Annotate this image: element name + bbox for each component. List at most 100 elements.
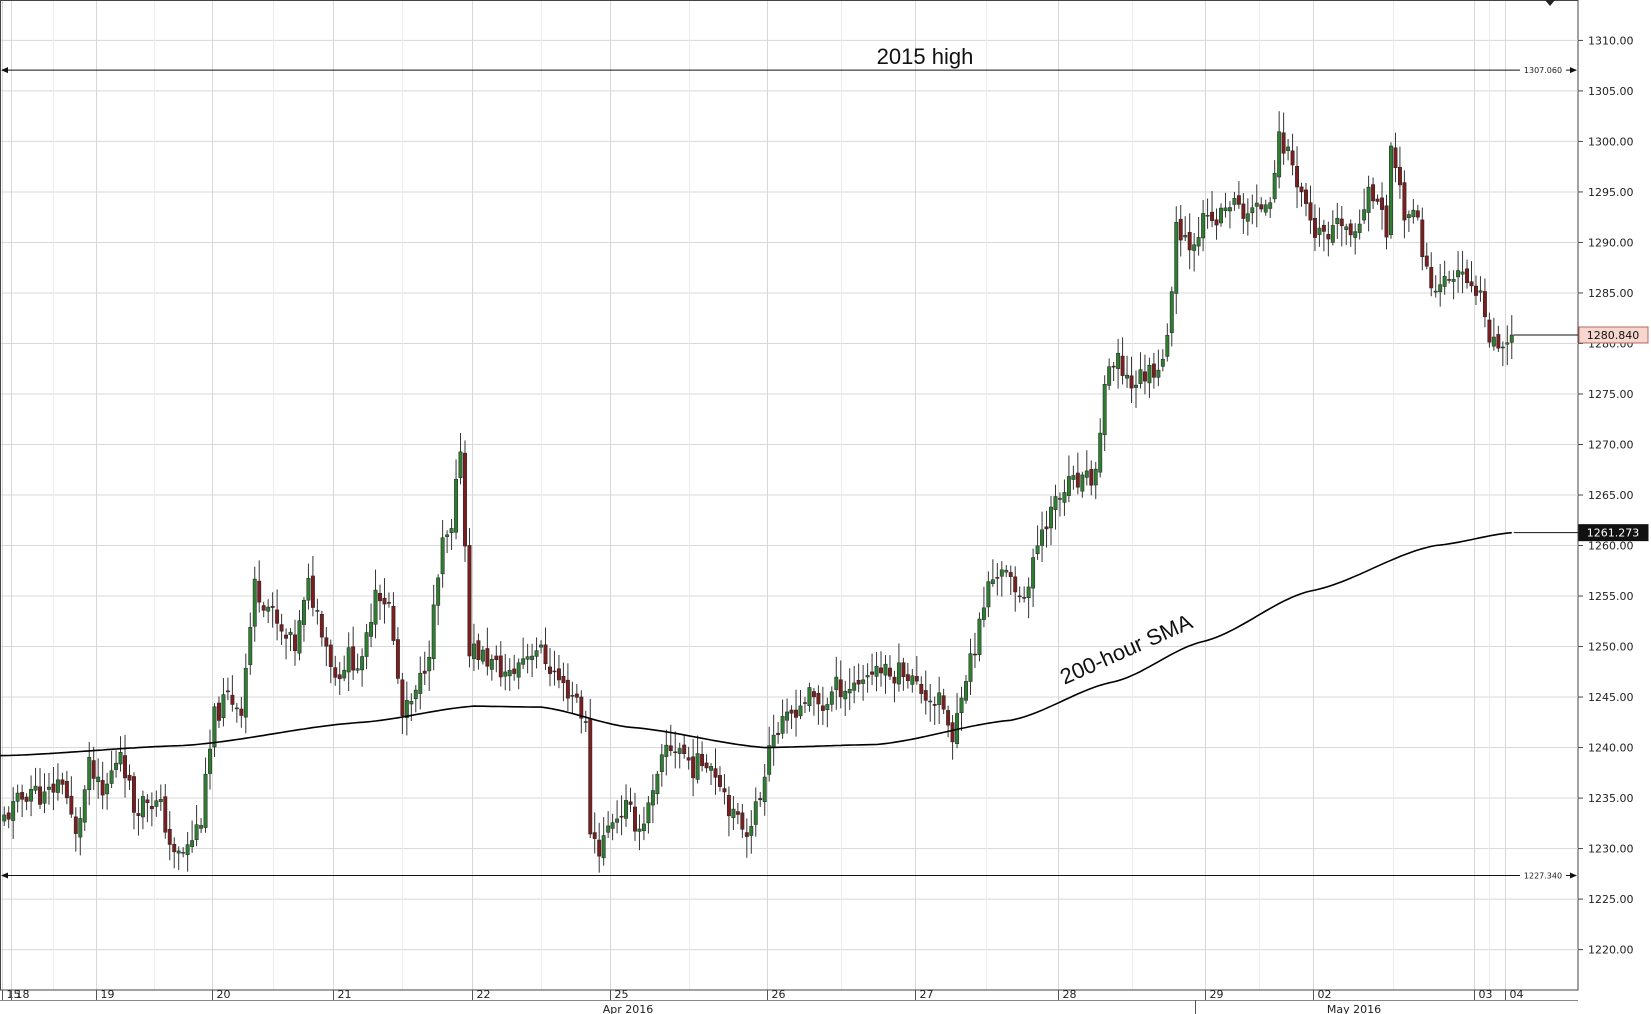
candle-body bbox=[973, 653, 977, 656]
candle-body bbox=[744, 832, 749, 837]
candle-body bbox=[807, 687, 812, 706]
candle-body bbox=[1102, 384, 1107, 435]
candle-body bbox=[1465, 268, 1469, 283]
candle-body bbox=[753, 801, 758, 825]
candle-body bbox=[1366, 186, 1371, 213]
y-tick-label: 1220.00 bbox=[1588, 944, 1634, 957]
candle-body bbox=[337, 674, 342, 680]
y-tick-label: 1240.00 bbox=[1588, 742, 1634, 755]
candle-body bbox=[87, 757, 92, 790]
candle-body bbox=[1496, 334, 1501, 349]
candle-body bbox=[181, 852, 186, 854]
candle-body bbox=[1353, 231, 1358, 238]
candle-body bbox=[172, 844, 177, 853]
candle-body bbox=[914, 676, 919, 682]
candle-body bbox=[1120, 355, 1125, 376]
candle-body bbox=[458, 451, 463, 478]
candle-body bbox=[1321, 224, 1326, 232]
candle-body bbox=[941, 695, 946, 710]
candle-body bbox=[239, 708, 244, 716]
candle-body bbox=[691, 756, 696, 779]
candle-body bbox=[923, 690, 928, 701]
x-day-label: 29 bbox=[1210, 988, 1224, 1001]
candle-body bbox=[1169, 291, 1174, 333]
candle-body bbox=[373, 589, 378, 625]
candle-body bbox=[1219, 207, 1223, 224]
candle-body bbox=[548, 666, 552, 674]
candle-body bbox=[655, 773, 660, 795]
candle-body bbox=[449, 528, 454, 534]
candle-body bbox=[467, 545, 472, 657]
grid-lines bbox=[0, 0, 1579, 991]
candle-body bbox=[476, 640, 481, 660]
x-day-label: 28 bbox=[1063, 988, 1077, 1001]
candle-body bbox=[946, 710, 951, 726]
candle-body bbox=[1116, 352, 1121, 369]
candle-body bbox=[726, 795, 731, 817]
candle-body bbox=[149, 805, 154, 810]
candle-body bbox=[1505, 342, 1510, 345]
candle-body bbox=[735, 811, 740, 815]
y-tick-label: 1305.00 bbox=[1588, 85, 1634, 98]
candle-body bbox=[176, 850, 181, 854]
candle-body bbox=[615, 818, 620, 823]
y-axis: 1220.00 1225.00 1230.00 1235.00 1240.00 1245.… bbox=[1578, 34, 1634, 957]
candle-body bbox=[346, 647, 351, 673]
candle-body bbox=[33, 785, 38, 791]
candle-body bbox=[118, 752, 123, 765]
candle-body bbox=[1371, 184, 1376, 202]
candle-body bbox=[673, 751, 678, 754]
candle-body bbox=[534, 650, 539, 657]
candle-body bbox=[677, 748, 682, 754]
candle-body bbox=[601, 835, 606, 859]
candle-body bbox=[561, 675, 566, 684]
candle-body bbox=[15, 792, 20, 802]
candle-body bbox=[20, 792, 25, 800]
candle-body bbox=[785, 711, 790, 721]
candle-body bbox=[342, 669, 347, 679]
candle-body bbox=[418, 672, 423, 694]
candle-body bbox=[306, 577, 311, 601]
y-tick-label: 1290.00 bbox=[1588, 236, 1634, 249]
x-day-label: 27 bbox=[920, 988, 934, 1001]
candle-body bbox=[704, 762, 709, 769]
candle-body bbox=[1053, 496, 1058, 510]
candle-body bbox=[1299, 186, 1304, 193]
candle-body bbox=[1397, 167, 1402, 186]
candle-body bbox=[776, 732, 781, 735]
candle-body bbox=[1151, 363, 1156, 378]
candle-body bbox=[664, 744, 669, 757]
arrow-left-icon bbox=[1, 67, 8, 74]
candle-body bbox=[1272, 172, 1277, 200]
candle-body bbox=[29, 789, 34, 802]
candle-body bbox=[762, 776, 767, 803]
candle-body bbox=[1460, 271, 1465, 275]
candle-body bbox=[1487, 319, 1492, 343]
candle-body bbox=[1339, 218, 1344, 227]
scroll-marker-icon[interactable] bbox=[1545, 0, 1555, 6]
candle-body bbox=[498, 655, 503, 678]
candle-body bbox=[431, 604, 436, 660]
candle-body bbox=[409, 701, 414, 705]
candle-body bbox=[1004, 569, 1009, 573]
candle-body bbox=[243, 667, 248, 718]
price-tags: 1280.840 1261.273 bbox=[1513, 326, 1649, 542]
candle-body bbox=[610, 822, 615, 829]
candle-body bbox=[1223, 207, 1228, 212]
y-tick-label: 1225.00 bbox=[1588, 893, 1634, 906]
candle-body bbox=[682, 744, 687, 754]
candle-body bbox=[543, 644, 548, 665]
candle-body bbox=[391, 606, 396, 641]
candle-body bbox=[190, 840, 195, 847]
candle-body bbox=[937, 692, 942, 705]
candle-body bbox=[1160, 358, 1165, 367]
y-tick-label: 1265.00 bbox=[1588, 489, 1634, 502]
candle-body bbox=[1201, 213, 1206, 239]
y-tick-label: 1295.00 bbox=[1588, 186, 1634, 199]
candle-body bbox=[1049, 506, 1053, 529]
candle-body bbox=[185, 844, 190, 855]
candle-body bbox=[641, 823, 646, 831]
candle-body bbox=[874, 666, 879, 677]
candle-body bbox=[798, 705, 803, 717]
